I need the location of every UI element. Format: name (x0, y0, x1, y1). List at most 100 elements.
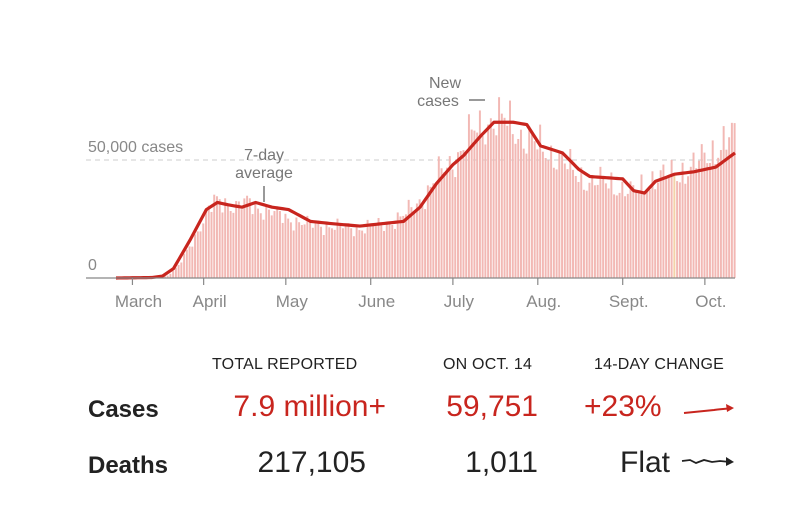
bar-day (394, 228, 396, 278)
bar-day (424, 209, 427, 278)
bar-day (185, 249, 188, 278)
bar-day (303, 224, 306, 278)
bar-day (251, 214, 254, 278)
bar-day (725, 149, 728, 278)
bar-day (582, 189, 585, 278)
cases-on-date: 59,751 (446, 390, 538, 423)
cases-trend-arrow-icon (683, 404, 734, 414)
bar-day (268, 209, 270, 278)
bar-day (678, 182, 681, 278)
bar-day (541, 151, 544, 278)
bar-day (640, 174, 643, 278)
bar-day (580, 167, 583, 278)
bar-day (670, 159, 673, 278)
bar-day (361, 230, 364, 278)
bar-day (309, 220, 312, 278)
bar-day (331, 228, 333, 278)
bar-day (289, 222, 292, 278)
bar-day (558, 152, 561, 278)
bar-day (659, 170, 662, 278)
bar-day (481, 135, 484, 278)
y-tick-label-0: 0 (88, 257, 97, 274)
row-label-deaths: Deaths (88, 452, 169, 479)
bar-day (273, 211, 276, 278)
bar-day (654, 189, 657, 278)
bar-day (188, 246, 191, 278)
bar-day (593, 185, 596, 278)
bar-day (437, 156, 440, 278)
bar-day (410, 207, 413, 278)
bar-day (610, 172, 613, 278)
bar-day (602, 177, 605, 278)
bar-day (281, 222, 284, 278)
bar-day (336, 218, 339, 278)
bar-day (676, 181, 679, 278)
x-tick-label: July (444, 292, 475, 311)
bar-day (462, 150, 465, 278)
bar-day (248, 198, 251, 278)
bar-day (525, 153, 528, 278)
bar-day (615, 195, 618, 278)
bar-day (607, 188, 610, 278)
bar-day (388, 223, 391, 278)
x-tick-label: April (193, 292, 227, 311)
bar-day (243, 198, 246, 278)
bar-day (311, 227, 314, 278)
bar-day (484, 144, 487, 278)
header-14-day-change: 14-DAY CHANGE (594, 356, 725, 373)
header-total-reported: TOTAL REPORTED (212, 356, 358, 373)
bar-day (399, 216, 402, 278)
bar-day (687, 176, 690, 278)
bar-day (435, 183, 438, 278)
bar-day (555, 169, 558, 278)
bar-day (703, 152, 706, 278)
bar-day (237, 201, 240, 278)
deaths-total: 217,105 (257, 446, 366, 479)
bar-day (563, 163, 566, 278)
bar-day (719, 149, 722, 278)
bar-day (588, 182, 591, 278)
bar-day (473, 130, 476, 278)
bar-day (254, 201, 257, 278)
bar-day (585, 190, 588, 278)
bar-day (681, 162, 684, 278)
bar-day (320, 226, 323, 278)
bar-series (117, 97, 736, 279)
bar-day (350, 228, 353, 278)
x-tick-label: Aug. (526, 292, 561, 311)
bar-day (596, 184, 599, 278)
bar-day (322, 235, 325, 278)
bar-day (391, 224, 394, 278)
bar-day (695, 168, 698, 278)
bar-day (637, 191, 640, 278)
bar-day (550, 145, 553, 278)
bar-day (207, 205, 210, 278)
bar-day (492, 128, 495, 278)
bar-day (224, 198, 227, 278)
bar-day (689, 166, 692, 278)
bar-day (722, 126, 725, 278)
bar-day (278, 211, 281, 278)
bar-day (166, 275, 169, 278)
bar-day (522, 148, 525, 278)
cases-change: +23% (584, 390, 662, 423)
bar-day (498, 97, 501, 278)
bar-day (374, 224, 377, 278)
bar-day (213, 194, 216, 278)
bar-day (287, 218, 290, 278)
bar-day (317, 222, 320, 278)
bar-day (344, 224, 347, 278)
bar-day (626, 193, 629, 278)
bar-day (706, 163, 709, 278)
bar-day (300, 225, 303, 278)
bar-day (700, 144, 703, 278)
bar-day (503, 117, 506, 278)
bar-day (648, 189, 651, 278)
bar-day (265, 205, 268, 278)
bar-day (629, 181, 632, 278)
bar-day (163, 276, 166, 278)
bar-day (369, 224, 372, 278)
bar-day (509, 100, 511, 278)
bar-day (500, 113, 503, 278)
bar-day (229, 211, 232, 278)
